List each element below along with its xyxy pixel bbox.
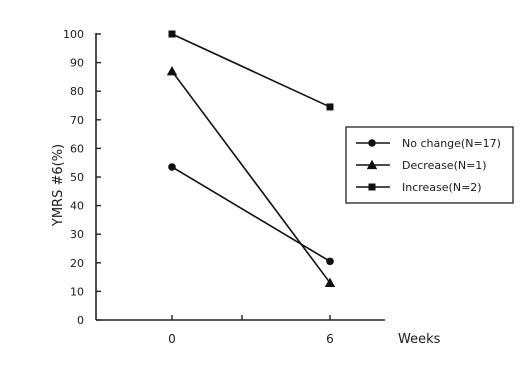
y-tick-label: 80 (70, 85, 84, 98)
y-tick-label: 20 (70, 257, 84, 270)
data-point-square (326, 103, 334, 111)
y-tick-label: 50 (70, 171, 84, 184)
y-tick-label: 30 (70, 228, 84, 241)
y-tick-label: 100 (63, 28, 84, 41)
legend-label: No change(N=17) (402, 137, 501, 150)
series-markers (166, 30, 336, 287)
axes: 0 10 20 30 40 50 60 70 80 90 100 0 6 (63, 28, 385, 346)
x-axis-label: Weeks (398, 332, 441, 347)
series-line-square (171, 33, 331, 108)
y-tick-label: 10 (70, 285, 84, 298)
y-tick-label: 0 (77, 314, 84, 327)
legend-marker-triangle (366, 159, 378, 170)
series-line-triangle (171, 70, 331, 284)
y-tick-label: 90 (70, 57, 84, 70)
legend-marker-square (368, 183, 376, 191)
legend-label: Decrease(N=1) (402, 159, 487, 172)
data-point-square (168, 30, 176, 38)
x-tick-label: 6 (326, 332, 334, 346)
legend-label: Increase(N=2) (402, 181, 482, 194)
y-tick-label: 40 (70, 200, 84, 213)
legend: No change(N=17) Decrease(N=1) Increase(N=2… (345, 126, 514, 204)
data-point-circle (168, 163, 176, 171)
y-tick-label: 70 (70, 114, 84, 127)
data-point-triangle (324, 277, 336, 287)
x-tick-label: 0 (168, 332, 176, 346)
data-point-circle (326, 257, 334, 266)
data-point-triangle (166, 65, 178, 76)
y-tick-label: 60 (70, 142, 84, 155)
y-axis-label: YMRS #6(%) (51, 144, 66, 227)
legend-marker-circle (368, 139, 376, 147)
series-line-circle (171, 166, 331, 263)
series-lines (171, 33, 331, 284)
